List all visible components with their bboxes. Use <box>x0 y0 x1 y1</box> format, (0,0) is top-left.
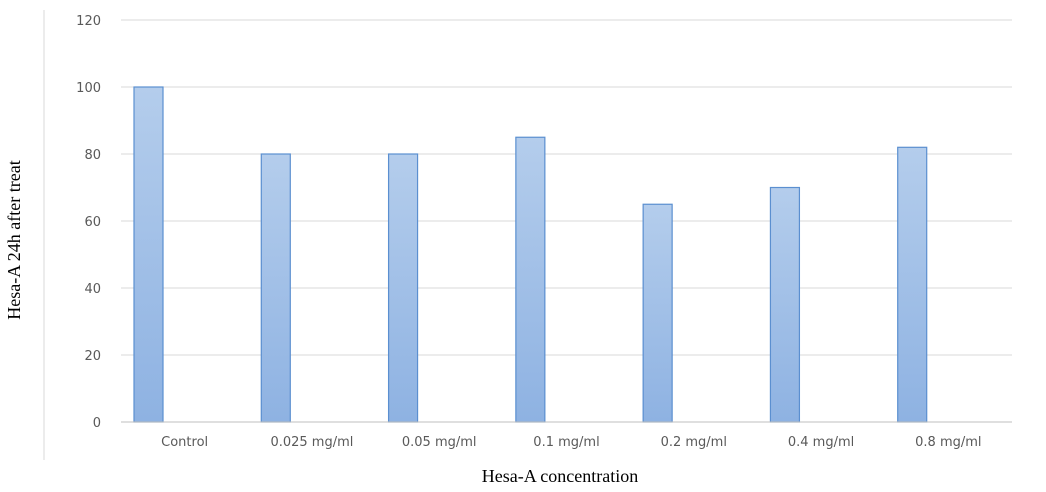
x-tick-label: 0.8 mg/ml <box>915 435 981 450</box>
bar-4 <box>642 203 673 423</box>
x-tick-label: 0.05 mg/ml <box>402 435 477 450</box>
x-tick-label: 0.1 mg/ml <box>533 435 599 450</box>
bar-3 <box>515 136 546 423</box>
y-tick-label: 100 <box>76 81 101 96</box>
y-tick-label: 0 <box>93 416 101 431</box>
x-tick-label: 0.025 mg/ml <box>270 435 353 450</box>
bar-0 <box>133 86 164 423</box>
bar-5 <box>769 186 801 423</box>
y-tick-labels: 0 20 40 60 80 100 120 <box>76 14 101 431</box>
y-tick-label: 20 <box>84 349 101 364</box>
bar-6 <box>897 146 928 423</box>
y-tick-label: 40 <box>84 282 101 297</box>
x-tick-label: 0.4 mg/ml <box>788 435 854 450</box>
x-tick-label: Control <box>161 435 208 450</box>
y-tick-label: 80 <box>84 148 101 163</box>
bar-2 <box>387 153 419 423</box>
y-axis-title: Hesa-A 24h after treat <box>4 160 24 319</box>
bar-1 <box>260 153 291 423</box>
x-axis-title: Hesa-A concentration <box>482 466 638 486</box>
x-tick-labels: Control 0.025 mg/ml 0.05 mg/ml 0.1 mg/ml 0.2… <box>161 435 981 450</box>
y-tick-label: 120 <box>76 14 101 29</box>
gridlines <box>121 19 1012 356</box>
x-tick-label: 0.2 mg/ml <box>661 435 727 450</box>
bars <box>133 86 928 423</box>
y-tick-label: 60 <box>84 215 101 230</box>
